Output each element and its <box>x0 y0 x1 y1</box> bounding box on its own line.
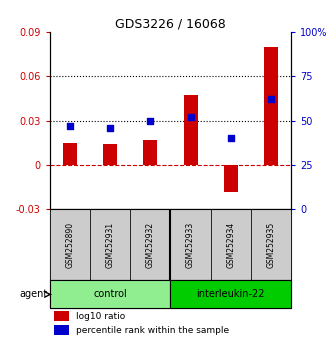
Bar <box>184 96 198 165</box>
Bar <box>55 311 69 321</box>
Text: log10 ratio: log10 ratio <box>76 312 125 321</box>
Bar <box>63 143 77 165</box>
Text: GSM252934: GSM252934 <box>226 222 235 268</box>
Text: agent: agent <box>20 290 48 299</box>
Text: percentile rank within the sample: percentile rank within the sample <box>76 326 229 335</box>
Bar <box>143 140 157 165</box>
Point <box>107 125 113 131</box>
Bar <box>90 210 130 280</box>
Text: GSM252933: GSM252933 <box>186 222 195 268</box>
Point <box>268 97 274 102</box>
Point <box>148 118 153 124</box>
Bar <box>211 210 251 280</box>
Text: GSM252932: GSM252932 <box>146 222 155 268</box>
Bar <box>224 165 238 192</box>
Bar <box>50 280 170 308</box>
Point <box>67 123 72 129</box>
Title: GDS3226 / 16068: GDS3226 / 16068 <box>115 18 226 31</box>
Bar <box>170 210 211 280</box>
Text: GSM252890: GSM252890 <box>65 222 74 268</box>
Bar <box>103 144 117 165</box>
Bar <box>50 210 90 280</box>
Text: control: control <box>93 290 127 299</box>
Bar <box>55 325 69 335</box>
Text: GSM252931: GSM252931 <box>106 222 115 268</box>
Point <box>188 114 193 120</box>
Bar <box>264 47 278 165</box>
Text: interleukin-22: interleukin-22 <box>197 290 265 299</box>
Point <box>228 136 234 141</box>
Bar <box>170 280 291 308</box>
Bar <box>251 210 291 280</box>
Text: GSM252935: GSM252935 <box>267 222 276 268</box>
Bar <box>130 210 170 280</box>
